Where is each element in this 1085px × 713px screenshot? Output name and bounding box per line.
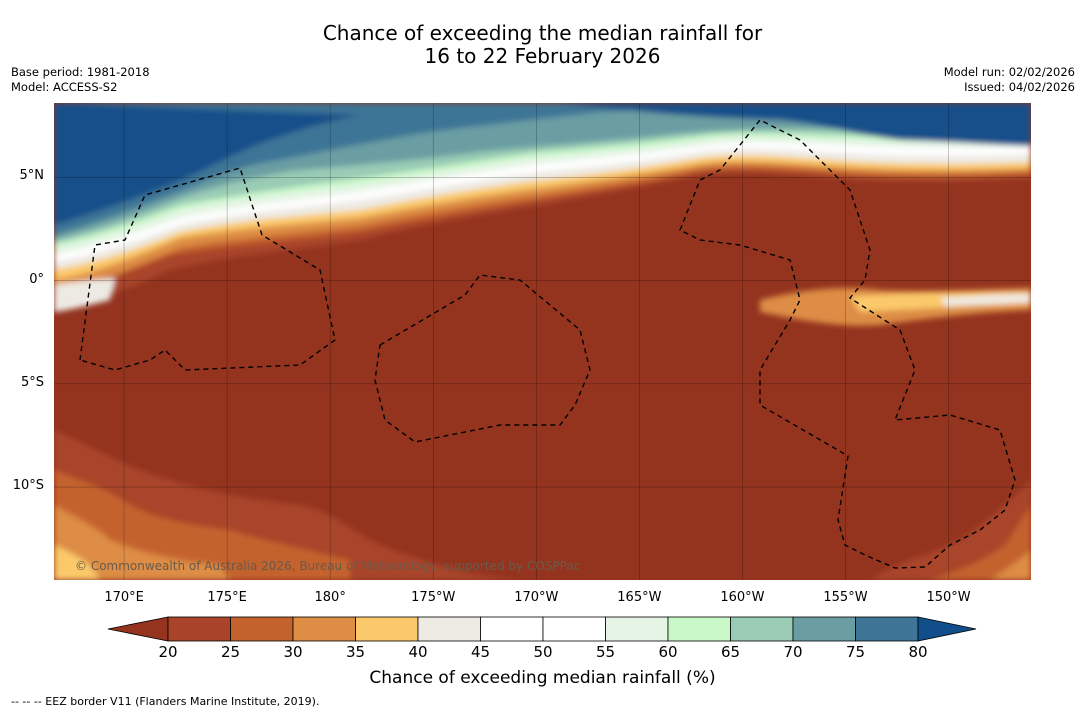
latitude-tick-label: 5°S [20, 374, 44, 390]
colorbar-title: Chance of exceeding median rainfall (%) [369, 668, 716, 688]
colorbar-tick-label: 35 [345, 643, 366, 661]
model-run: Model run: 02/02/2026 [943, 65, 1075, 79]
colorbar-segment [167, 616, 231, 642]
chart-title: Chance of exceeding the median rainfall … [0, 22, 1085, 68]
eez-kiribati-gilbert [79, 167, 336, 371]
title-line-2: 16 to 22 February 2026 [424, 44, 661, 68]
colorbar-segment [292, 616, 356, 642]
colorbar-segment [542, 616, 606, 642]
model-name: Model: ACCESS-S2 [11, 80, 118, 94]
colorbar-tick-label: 70 [783, 643, 803, 661]
meta-left: Base period: 1981-2018 Model: ACCESS-S2 [11, 65, 150, 95]
longitude-tick-label: 180° [314, 590, 346, 605]
latitude-tick-label: 10°S [12, 478, 44, 494]
colorbar [107, 616, 977, 642]
eez-legend-note: -- -- -- EEZ border V11 (Flanders Marine… [11, 695, 320, 708]
colorbar-segment [355, 616, 419, 642]
latitude-tick-label: 0° [29, 271, 44, 287]
field-40-45-eq-east [940, 294, 1031, 306]
colorbar-tick-label: 40 [408, 643, 428, 661]
colorbar-segment [605, 616, 669, 642]
map-credit: © Commonwealth of Australia 2026, Bureau… [75, 559, 580, 573]
title-line-1: Chance of exceeding the median rainfall … [322, 21, 763, 45]
base-period: Base period: 1981-2018 [11, 65, 150, 79]
field-75-80 [54, 103, 1031, 235]
colorbar-tick-label: 50 [533, 643, 553, 661]
longitude-tick-label: 160°W [720, 590, 765, 605]
longitude-tick-label: 170°E [104, 590, 144, 605]
colorbar-segment [667, 616, 731, 642]
colorbar-tick-label: 25 [220, 643, 241, 661]
field-25-30-se [930, 505, 1031, 580]
longitude-tick-label: 165°W [617, 590, 662, 605]
colorbar-low-extension [107, 616, 169, 642]
longitude-tick-label: 170°W [514, 590, 559, 605]
eez-line-islands [679, 119, 1016, 569]
colorbar-tick-label: 30 [283, 643, 303, 661]
colorbar-tick-label: 45 [470, 643, 491, 661]
colorbar-segment [792, 616, 856, 642]
field-40-45-west [54, 278, 115, 312]
field-35-40-south [54, 545, 100, 580]
colorbar-tick-label: 60 [658, 643, 678, 661]
longitude-tick-label: 175°E [207, 590, 247, 605]
field-above-80-east [560, 103, 1031, 146]
colorbar-segment [480, 616, 544, 642]
issued-date: Issued: 04/02/2026 [964, 80, 1075, 94]
eez-borders [79, 119, 1016, 569]
latitude-tick-label: 5°N [19, 168, 45, 184]
field-30-35-south [54, 505, 230, 580]
longitude-tick-label: 155°W [823, 590, 868, 605]
probability-field: © Commonwealth of Australia 2026, Bureau… [54, 103, 1031, 580]
colorbar-tick-label: 75 [845, 643, 866, 661]
colorbar-tick-label: 55 [595, 643, 616, 661]
colorbar-tick-label: 20 [158, 643, 178, 661]
field-30-35-se [990, 550, 1031, 580]
colorbar-segment [230, 616, 294, 642]
longitude-tick-label: 150°W [926, 590, 971, 605]
colorbar-tick-label: 65 [720, 643, 741, 661]
colorbar-tick-label: 80 [908, 643, 928, 661]
colorbar-high-extension [917, 616, 977, 642]
colorbar-segment [855, 616, 919, 642]
colorbar-segment [417, 616, 481, 642]
meta-right: Model run: 02/02/2026 Issued: 04/02/2026 [944, 65, 1075, 95]
colorbar-segment [730, 616, 794, 642]
longitude-tick-label: 175°W [411, 590, 456, 605]
graticule [54, 103, 1031, 580]
field-above-80-west [54, 103, 360, 225]
